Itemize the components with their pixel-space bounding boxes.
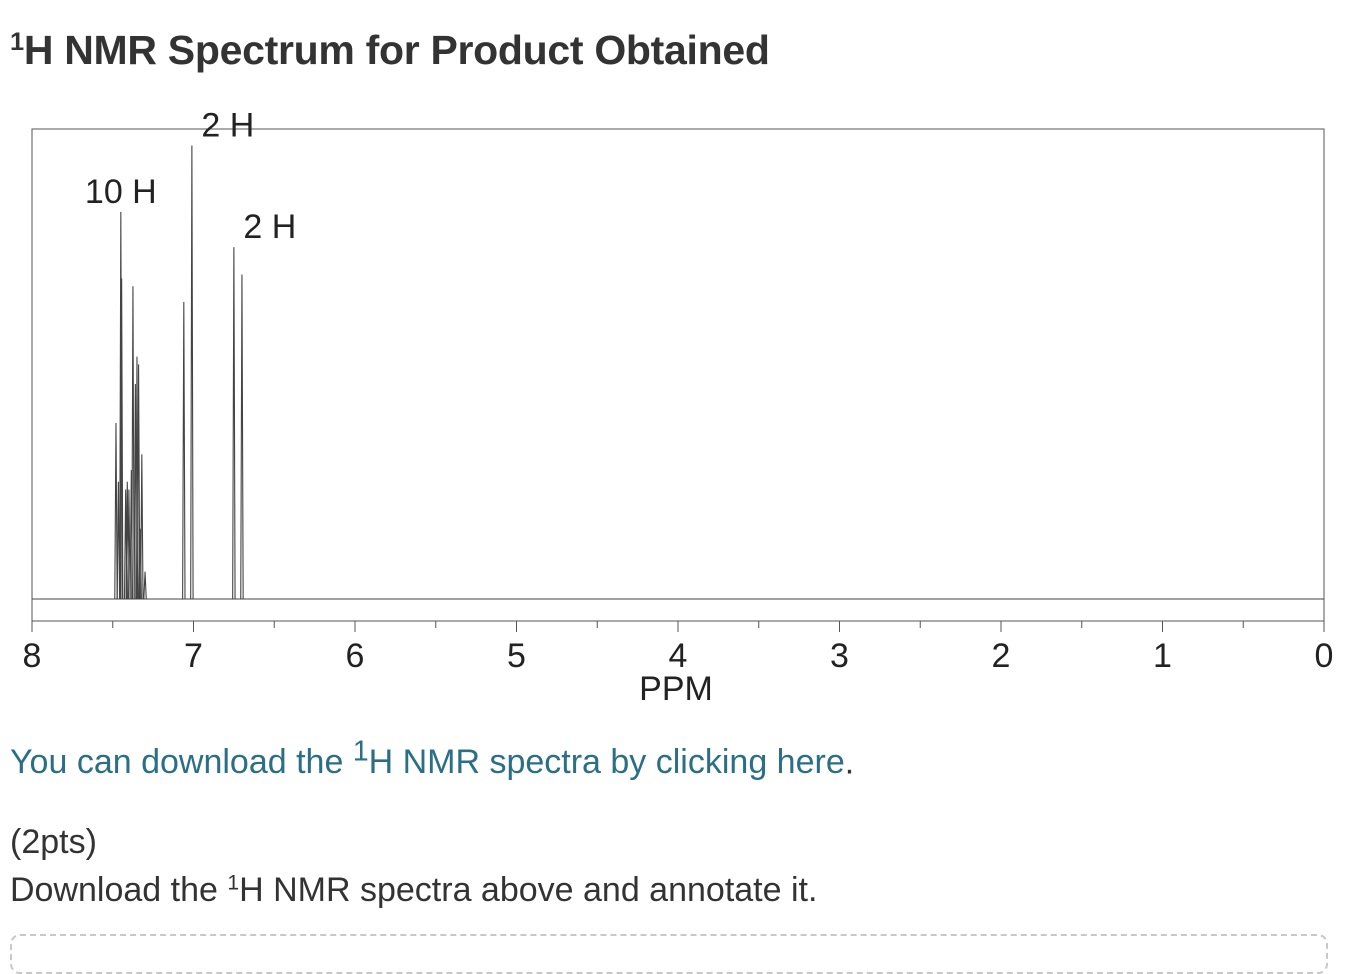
points-label: (2pts) [10,823,97,861]
x-tick-label: 0 [1315,637,1334,675]
x-axis: 8 7 6 5 4 3 2 1 0 [23,621,1334,675]
x-tick-label: 6 [346,637,365,675]
title-superscript: 1 [10,28,24,57]
x-axis-label: PPM [639,670,713,708]
x-tick-label: 5 [507,637,526,675]
nmr-peak [232,247,236,600]
x-tick-label: 2 [992,637,1011,675]
annotation-answer-box[interactable] [10,934,1328,974]
instruction-superscript: 1 [227,871,240,895]
download-spectra-link[interactable]: You can download the 1H NMR spectra by c… [10,736,845,782]
instruction-text: Download the 1H NMR spectra above and an… [10,868,817,912]
x-tick-label: 3 [830,637,849,675]
nmr-peak [119,211,123,600]
nmr-peak [140,454,144,600]
x-tick-label: 8 [23,637,42,675]
nmr-peak [131,286,135,600]
nmr-peak [119,278,124,600]
page-title: 1H NMR Spectrum for Product Obtained [10,22,770,78]
nmr-peak [240,274,244,600]
integration-label: 10 H [85,173,157,211]
title-text: H NMR Spectrum for Product Obtained [23,27,770,73]
nmr-peak [190,145,194,600]
nmr-peak [127,489,131,600]
x-tick-label: 7 [184,637,203,675]
x-tick-label: 1 [1153,637,1172,675]
nmr-peak [114,423,118,600]
integration-label: 2 H [243,208,296,246]
download-link-superscript: 1 [352,736,369,768]
nmr-spectrum-chart: 8 7 6 5 4 3 2 1 0 10 H 2 H 2 H PPM [23,106,1334,708]
nmr-peak [182,301,186,600]
download-link-period: . [844,743,855,782]
nmr-peak [136,364,141,600]
instruction-post: H NMR spectra above and annotate it. [239,871,818,909]
integration-labels: 10 H 2 H 2 H [85,106,296,246]
integration-label: 2 H [201,106,254,144]
nmr-peak [143,571,147,600]
plot-frame [31,128,1325,622]
instruction-pre: Download the [10,871,228,909]
download-link-pre: You can download the [10,743,353,782]
x-tick-label: 4 [669,637,688,675]
spectrum-trace [32,145,1324,600]
download-link-text: H NMR spectra by clicking here [368,743,845,782]
download-line: You can download the 1H NMR spectra by c… [10,730,854,784]
